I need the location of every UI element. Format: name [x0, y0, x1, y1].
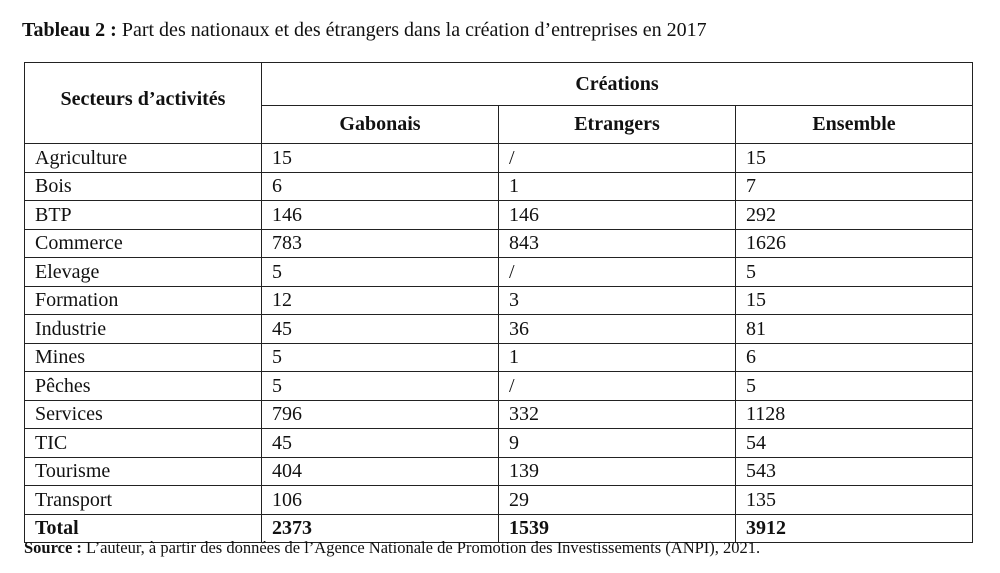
- cell-ensemble: 543: [735, 456, 973, 486]
- cell-ensemble: 6: [735, 342, 973, 372]
- cell-secteur: Formation: [24, 285, 262, 315]
- table-row: Mines 5 1 6: [24, 342, 973, 372]
- source-text: L’auteur, à partir des données de l’Agen…: [86, 538, 761, 557]
- cell-gabonais: 5: [261, 257, 499, 287]
- cell-ensemble: 1128: [735, 399, 973, 429]
- cell-etrangers: 843: [498, 228, 736, 258]
- cell-secteur: Industrie: [24, 314, 262, 344]
- cell-gabonais: 106: [261, 485, 499, 515]
- cell-ensemble: 5: [735, 257, 973, 287]
- total-cell-ensemble: 3912: [735, 513, 973, 543]
- table-caption: Tableau 2 : Part des nationaux et des ét…: [22, 18, 707, 42]
- column-header-gabonais: Gabonais: [261, 104, 499, 145]
- cell-gabonais: 796: [261, 399, 499, 429]
- cell-etrangers: 36: [498, 314, 736, 344]
- table-row: Pêches 5/5: [24, 371, 973, 401]
- cell-secteur: Transport: [24, 485, 262, 515]
- row-header-secteurs: Secteurs d’activités: [24, 62, 262, 144]
- table-row: Industrie 45 36 81: [24, 314, 973, 344]
- cell-secteur: Tourisme: [24, 456, 262, 486]
- cell-etrangers: 332: [498, 399, 736, 429]
- cell-gabonais: 5: [261, 342, 499, 372]
- table-row: Bois 6 1 7: [24, 171, 973, 201]
- cell-gabonais: 146: [261, 200, 499, 230]
- creations-table: Secteurs d’activités Créations Gabonais …: [24, 62, 973, 543]
- cell-etrangers: /: [498, 143, 736, 173]
- source-note: Source : L’auteur, à partir des données …: [24, 538, 760, 558]
- cell-gabonais: 45: [261, 314, 499, 344]
- total-cell-gabonais: 2373: [261, 513, 499, 543]
- cell-ensemble: 1626: [735, 228, 973, 258]
- cell-etrangers: 1: [498, 171, 736, 201]
- cell-gabonais: 783: [261, 228, 499, 258]
- cell-ensemble: 7: [735, 171, 973, 201]
- cell-etrangers: 139: [498, 456, 736, 486]
- source-label: Source :: [24, 538, 82, 557]
- cell-ensemble: 292: [735, 200, 973, 230]
- cell-ensemble: 5: [735, 371, 973, 401]
- cell-ensemble: 15: [735, 143, 973, 173]
- table-row: Agriculture 15/15: [24, 143, 973, 173]
- cell-gabonais: 45: [261, 428, 499, 458]
- cell-etrangers: 1: [498, 342, 736, 372]
- table-row: Commerce 783 843 1626: [24, 228, 973, 258]
- cell-ensemble: 81: [735, 314, 973, 344]
- cell-secteur: Mines: [24, 342, 262, 372]
- table-row: BTP 146 146 292: [24, 200, 973, 230]
- cell-gabonais: 5: [261, 371, 499, 401]
- table-row: Services 796 332 1128: [24, 399, 973, 429]
- cell-etrangers: 146: [498, 200, 736, 230]
- table-row: Elevage 5/5: [24, 257, 973, 287]
- cell-ensemble: 135: [735, 485, 973, 515]
- total-cell-secteur: Total: [24, 513, 262, 543]
- cell-secteur: TIC: [24, 428, 262, 458]
- total-row: Total 2373 1539 3912: [24, 513, 973, 543]
- cell-gabonais: 12: [261, 285, 499, 315]
- cell-etrangers: 29: [498, 485, 736, 515]
- table-body: Agriculture 15/15 Bois 6 1 7 BTP 146 146 292 Comme…: [24, 143, 973, 543]
- cell-etrangers: /: [498, 371, 736, 401]
- cell-etrangers: 9: [498, 428, 736, 458]
- cell-etrangers: 3: [498, 285, 736, 315]
- cell-secteur: Pêches: [24, 371, 262, 401]
- cell-etrangers: /: [498, 257, 736, 287]
- column-header-ensemble: Ensemble: [735, 104, 973, 145]
- cell-gabonais: 15: [261, 143, 499, 173]
- cell-secteur: Agriculture: [24, 143, 262, 173]
- table-row: TIC 45 9 54: [24, 428, 973, 458]
- cell-secteur: BTP: [24, 200, 262, 230]
- cell-secteur: Bois: [24, 171, 262, 201]
- cell-gabonais: 404: [261, 456, 499, 486]
- column-header-etrangers: Etrangers: [498, 104, 736, 145]
- caption-text: Part des nationaux et des étrangers dans…: [121, 19, 707, 41]
- cell-gabonais: 6: [261, 171, 499, 201]
- caption-label: Tableau 2 :: [22, 19, 117, 41]
- cell-ensemble: 54: [735, 428, 973, 458]
- table-row: Tourisme 404 139 543: [24, 456, 973, 486]
- table-row: Formation 12 3 15: [24, 285, 973, 315]
- cell-ensemble: 15: [735, 285, 973, 315]
- cell-secteur: Elevage: [24, 257, 262, 287]
- cell-secteur: Commerce: [24, 228, 262, 258]
- group-header-creations: Créations: [261, 62, 973, 106]
- table-row: Transport 106 29 135: [24, 485, 973, 515]
- cell-secteur: Services: [24, 399, 262, 429]
